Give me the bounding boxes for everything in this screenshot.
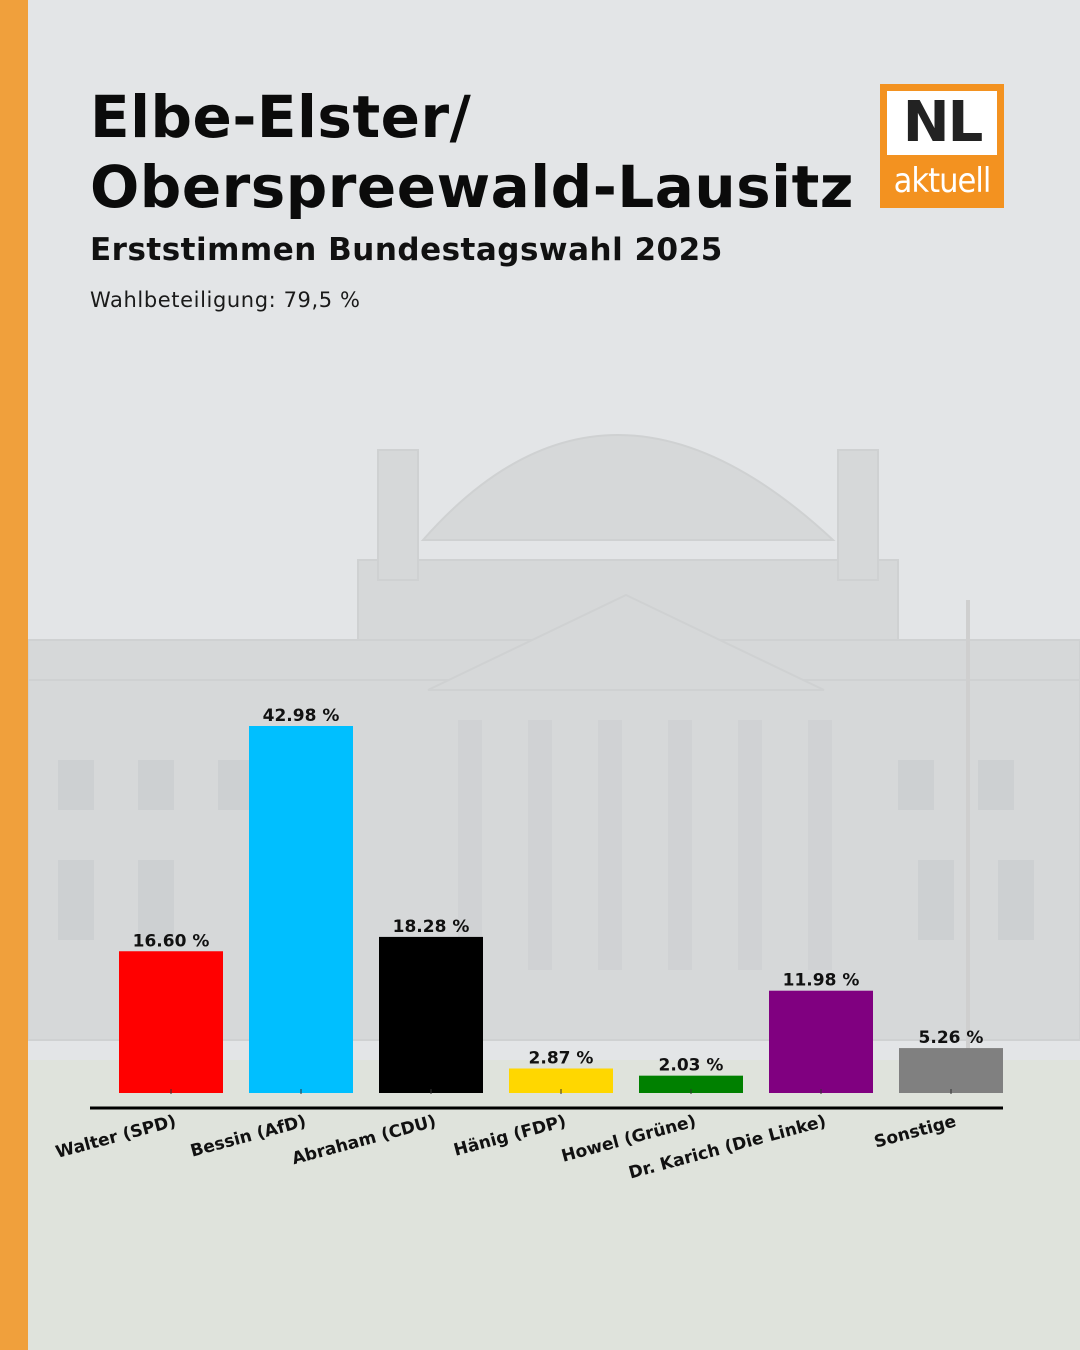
title-line-1: Elbe-Elster/ — [90, 83, 472, 151]
page-title: Elbe-Elster/ Oberspreewald-Lausitz — [90, 82, 854, 222]
bar-5 — [769, 990, 873, 1093]
value-label-0: 16.60 % — [133, 931, 210, 951]
value-label-3: 2.87 % — [529, 1048, 594, 1068]
logo-bottom-text: aktuell — [893, 161, 992, 201]
category-label-0: Walter (SPD) — [54, 1112, 179, 1163]
logo-top-text: NL — [887, 91, 997, 155]
value-label-5: 11.98 % — [783, 971, 860, 991]
value-label-6: 5.26 % — [919, 1028, 984, 1048]
subtitle: Erststimmen Bundestagswahl 2025 — [90, 232, 723, 268]
value-label-2: 18.28 % — [393, 917, 470, 937]
turnout-text: Wahlbeteiligung: 79,5 % — [90, 288, 361, 312]
accent-stripe — [0, 0, 28, 1350]
category-label-2: Abraham (CDU) — [290, 1112, 438, 1170]
nl-aktuell-logo: NL aktuell — [880, 84, 1004, 208]
category-label-3: Hänig (FDP) — [452, 1112, 569, 1161]
labels-group: 16.60 %Walter (SPD)42.98 %Bessin (AfD)18… — [54, 706, 984, 1183]
category-label-6: Sonstige — [872, 1112, 958, 1153]
bar-6 — [899, 1048, 1003, 1093]
value-label-1: 42.98 % — [263, 706, 340, 726]
bar-2 — [379, 936, 483, 1093]
bar-4 — [639, 1075, 743, 1093]
title-line-2: Oberspreewald-Lausitz — [90, 153, 855, 221]
bar-0 — [119, 951, 223, 1093]
value-label-4: 2.03 % — [659, 1056, 724, 1076]
bar-1 — [249, 726, 353, 1093]
bars-group — [119, 726, 1003, 1094]
bar-3 — [509, 1068, 613, 1093]
reichstag-background-image — [28, 0, 1080, 1350]
